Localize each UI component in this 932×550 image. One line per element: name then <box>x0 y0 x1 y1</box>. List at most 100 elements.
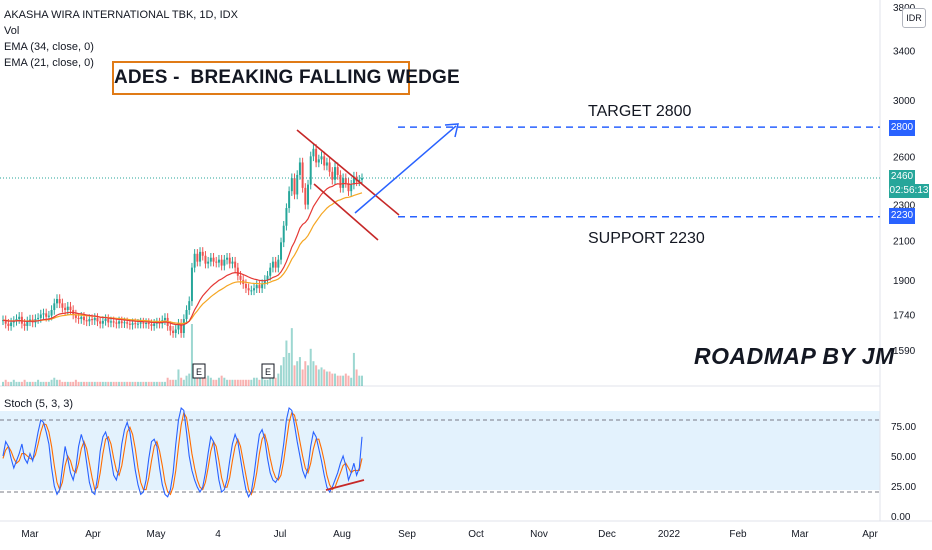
volume-bar <box>28 381 31 386</box>
candle-body <box>358 179 361 182</box>
volume-bar <box>120 381 123 386</box>
volume-bar <box>269 375 272 386</box>
time-tick-label: Aug <box>333 529 351 540</box>
price-tick-label: 2600 <box>893 152 916 163</box>
volume-bar <box>115 381 118 386</box>
volume-bar <box>2 381 4 386</box>
volume-bar <box>47 381 50 386</box>
volume-bar <box>20 381 23 386</box>
volume-bar <box>34 381 37 386</box>
stoch-divergence-line <box>325 479 365 491</box>
candle-body <box>93 317 96 321</box>
grid <box>0 0 932 522</box>
volume-bar <box>304 361 307 386</box>
volume-bar <box>37 379 40 386</box>
volume-bar <box>131 381 134 386</box>
candle-body <box>10 322 13 326</box>
volume-bar <box>104 381 107 386</box>
volume-bar <box>166 377 169 386</box>
breakout-arrowhead <box>444 123 459 138</box>
volume-bar <box>334 373 337 386</box>
wedge-upper-line <box>296 129 400 216</box>
candle-body <box>69 306 72 311</box>
countdown-tag: 02:56:13 <box>889 184 929 198</box>
volume-bar <box>207 375 210 386</box>
candle-body <box>296 174 299 195</box>
legend-ema34: EMA (34, close, 0) <box>4 41 94 53</box>
volume-bar <box>315 365 318 386</box>
volume-bar <box>325 371 328 386</box>
volume-bar <box>185 375 188 386</box>
volume-bar <box>328 371 331 386</box>
time-tick-label: Mar <box>791 529 809 540</box>
candle-body <box>120 321 123 324</box>
candle-body <box>323 156 326 166</box>
candle-body <box>293 178 296 195</box>
volume-bar <box>134 381 137 386</box>
time-tick-label: Mar <box>21 529 39 540</box>
volume-bar <box>53 377 56 386</box>
ema34-line <box>2 192 363 325</box>
candle-body <box>217 259 220 263</box>
candle-body <box>174 329 177 334</box>
volume-bar <box>271 375 274 386</box>
volume-bar <box>77 381 80 386</box>
volume-bar <box>261 377 264 386</box>
candle-body <box>361 178 363 180</box>
legend-vol: Vol <box>4 25 20 37</box>
candle-body <box>104 319 107 321</box>
currency-button[interactable]: IDR <box>902 8 926 28</box>
candle-body <box>42 313 45 315</box>
candle-body <box>131 323 134 325</box>
price-tick-label: 2300 <box>893 201 916 212</box>
time-tick-label: May <box>147 529 166 540</box>
ema21-line <box>2 182 363 326</box>
volume-bar <box>26 381 29 386</box>
candle-body <box>82 316 85 321</box>
current-price-tag: 2460 <box>889 170 915 184</box>
volume-bar <box>82 381 85 386</box>
volume-bar <box>215 379 218 386</box>
wedge-lower-line <box>313 183 379 241</box>
candle-body <box>271 261 274 268</box>
candle-body <box>244 284 247 289</box>
earnings-marker-label: E <box>196 367 202 377</box>
candle-body <box>193 253 196 268</box>
candle-body <box>207 261 210 264</box>
candle-body <box>136 323 139 325</box>
target-price-tag: 2800 <box>889 120 915 136</box>
volume-bar <box>336 375 339 386</box>
candle-body <box>61 303 64 308</box>
candle-body <box>64 307 67 311</box>
candle-body <box>344 178 347 183</box>
author-label: ROADMAP BY JM <box>694 343 895 369</box>
candle-body <box>15 319 18 321</box>
volume-bar <box>61 381 64 386</box>
volume-bar <box>155 381 158 386</box>
support-price-tag: 2230 <box>889 208 915 224</box>
volume-bar <box>31 381 34 386</box>
time-tick-label: 4 <box>215 529 221 540</box>
volume-bar <box>307 365 310 386</box>
candle-body <box>123 322 126 324</box>
volume-bar <box>355 369 358 386</box>
candle-body <box>223 259 226 266</box>
candle-body <box>307 184 310 205</box>
price-tick-label: 3000 <box>893 96 916 107</box>
time-tick-label: Dec <box>598 529 616 540</box>
volume-bars <box>2 324 363 386</box>
candle-body <box>352 176 355 185</box>
volume-bar <box>301 369 304 386</box>
candle-body <box>226 257 229 260</box>
volume-bar <box>88 381 91 386</box>
candle-body <box>18 316 21 320</box>
candle-body <box>180 323 183 334</box>
candle-body <box>96 317 99 322</box>
volume-bar <box>7 381 10 386</box>
volume-bar <box>18 381 21 386</box>
volume-bar <box>242 379 245 386</box>
candle-body <box>290 178 293 192</box>
candle-body <box>190 267 193 302</box>
stoch-d-line <box>2 411 363 496</box>
